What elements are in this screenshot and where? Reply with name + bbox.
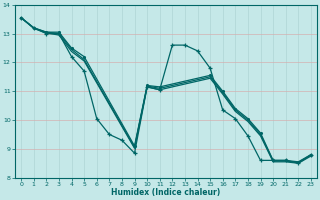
X-axis label: Humidex (Indice chaleur): Humidex (Indice chaleur) — [111, 188, 221, 197]
